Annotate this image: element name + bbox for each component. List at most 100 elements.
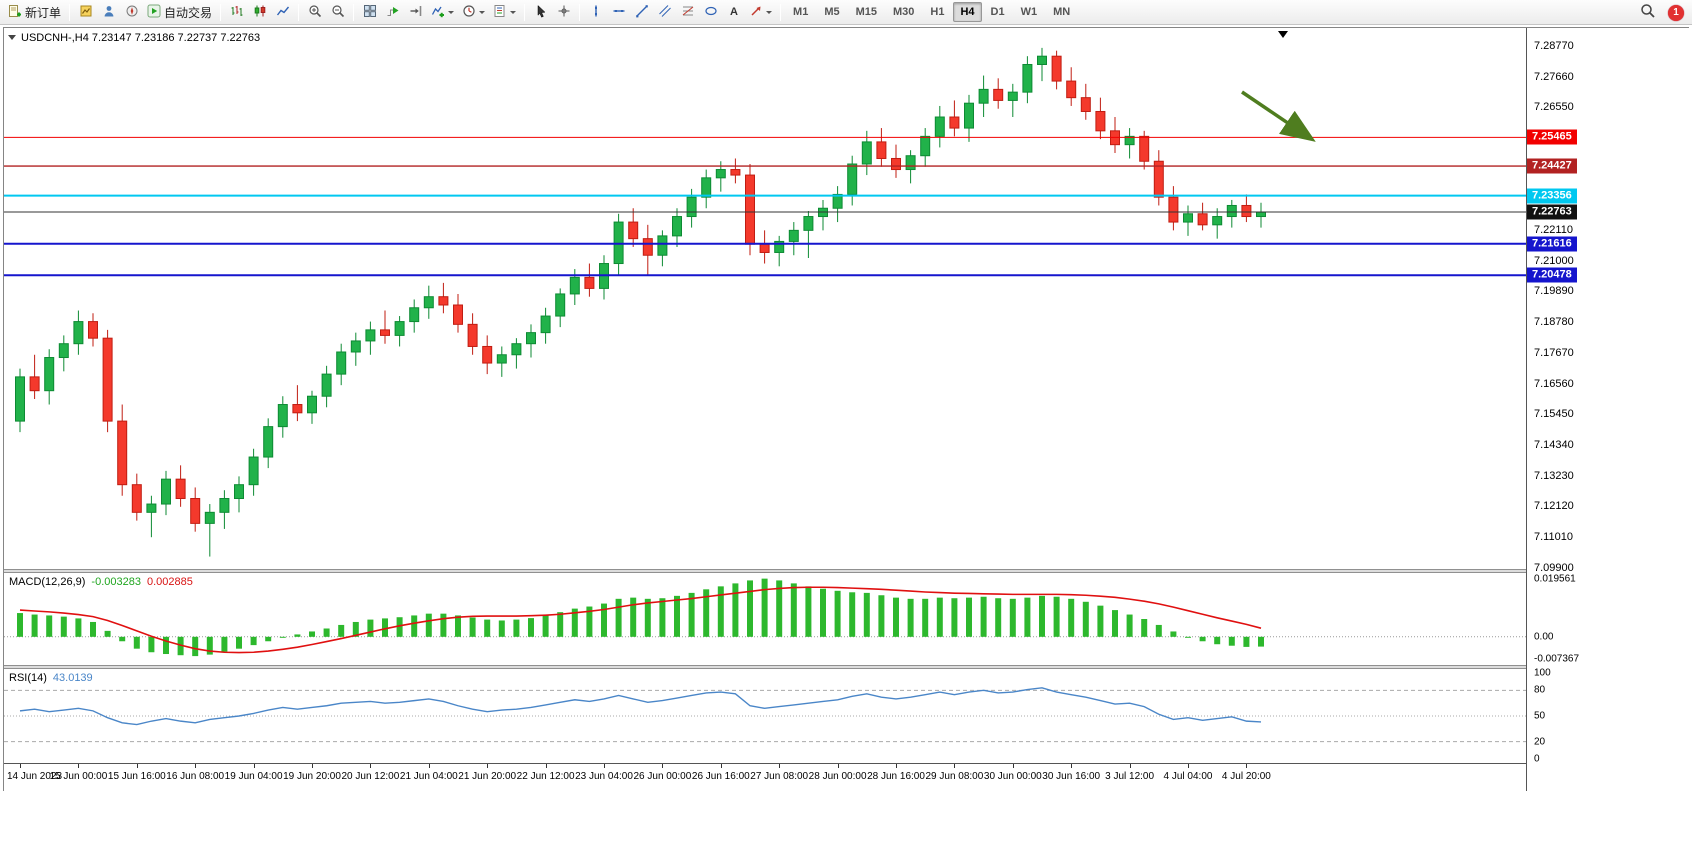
data-window-icon: [102, 4, 116, 21]
time-axis-label: 19 Jun 20:00: [283, 771, 341, 782]
toolbar-right-group: 1: [1636, 0, 1684, 25]
timeframe-W1[interactable]: W1: [1020, 6, 1038, 18]
macd-name: MACD(12,26,9): [9, 576, 86, 588]
macd-histogram-bar: [747, 580, 753, 637]
timeframe-M30[interactable]: M30: [893, 6, 915, 18]
macd-value: -0.003283: [91, 576, 141, 588]
candle-body: [1153, 160, 1164, 198]
time-tick: [136, 764, 138, 768]
market-watch-icon: [79, 4, 93, 21]
time-axis-label: 3 Jul 12:00: [1105, 771, 1155, 782]
indicators-icon: [431, 4, 445, 21]
timeframe-H4[interactable]: H4: [953, 2, 982, 22]
tile-windows-button[interactable]: [358, 2, 381, 23]
zoom-out-button[interactable]: [326, 2, 349, 23]
candle-body: [58, 343, 69, 359]
candle-body: [861, 141, 872, 165]
navigator-button[interactable]: [120, 2, 143, 23]
vertical-line-button[interactable]: [584, 2, 607, 23]
trend-arrow-object[interactable]: [1241, 90, 1316, 142]
rsi-axis-label: 100: [1534, 667, 1551, 679]
one-click-trading-toggle[interactable]: [8, 35, 16, 44]
data-window-button[interactable]: [97, 2, 120, 23]
equidistant-channel-button[interactable]: [653, 2, 676, 23]
time-tick: [253, 764, 255, 768]
toolbar-buttons-group: 新订单 自动交易 A: [4, 2, 785, 23]
candle-body: [438, 296, 449, 306]
price-axis-label: 7.28770: [1534, 39, 1574, 52]
main-chart-canvas[interactable]: [4, 28, 1526, 569]
pane-divider-rsi[interactable]: [4, 665, 1688, 669]
time-axis-label: 19 Jun 04:00: [224, 771, 283, 782]
macd-histogram-bar: [17, 613, 23, 637]
crosshair-icon: [557, 4, 571, 21]
trendline-button[interactable]: [630, 2, 653, 23]
fibonacci-button[interactable]: [676, 2, 699, 23]
cursor-button[interactable]: [529, 2, 552, 23]
candle-body: [715, 169, 726, 179]
candlestick-chart-button[interactable]: [248, 2, 271, 23]
macd-histogram-bar: [279, 636, 286, 638]
macd-histogram-bar: [1141, 619, 1148, 637]
auto-scroll-button[interactable]: [381, 2, 404, 23]
macd-histogram-bar: [1199, 636, 1206, 642]
pane-divider-macd[interactable]: [4, 569, 1688, 573]
bar-chart-button[interactable]: [225, 2, 248, 23]
chevron-down-icon: [766, 11, 773, 17]
time-tick: [604, 764, 605, 768]
timeframe-H1[interactable]: H1: [930, 6, 945, 18]
chevron-down-icon: [479, 11, 486, 17]
candle-body: [394, 321, 405, 336]
crosshair-button[interactable]: [552, 2, 575, 23]
candle-body: [1256, 211, 1266, 218]
chart-shift-button[interactable]: [404, 2, 427, 23]
zoom-in-button[interactable]: [303, 2, 326, 23]
text-button[interactable]: A: [722, 2, 745, 23]
notification-badge[interactable]: 1: [1668, 4, 1684, 21]
arrow-tools-button[interactable]: [745, 2, 776, 23]
macd-histogram-bar: [425, 613, 432, 637]
rsi-axis-label: 50: [1534, 710, 1546, 722]
candle-body: [263, 426, 274, 458]
timeframe-D1[interactable]: D1: [990, 6, 1005, 18]
timeframe-M1[interactable]: M1: [793, 6, 809, 18]
search-button[interactable]: [1636, 2, 1660, 23]
candle-body: [73, 321, 84, 345]
timeframe-M15[interactable]: M15: [855, 6, 877, 18]
time-tick: [1129, 764, 1131, 768]
macd-histogram-bar: [1082, 601, 1089, 637]
macd-canvas[interactable]: [4, 573, 1526, 665]
shapes-button[interactable]: [699, 2, 722, 23]
candle-body: [1183, 213, 1193, 223]
candle-body: [555, 293, 566, 317]
rsi-canvas[interactable]: [4, 669, 1526, 763]
periods-button[interactable]: [458, 2, 489, 23]
macd-histogram-bar: [206, 636, 213, 655]
chevron-down-icon: [510, 11, 517, 17]
market-watch-button[interactable]: [74, 2, 97, 23]
macd-histogram-bar: [411, 615, 418, 637]
time-axis[interactable]: 14 Jun 2023 15 Jun 00:00 15 Jun 16:00 16 Ju…: [4, 763, 1526, 791]
macd-signal-line: [19, 586, 1262, 654]
indicators-button[interactable]: [427, 2, 458, 23]
timeframe-MN[interactable]: MN: [1053, 6, 1071, 18]
price-axis[interactable]: 7.287707.276607.265507.254407.243307.232…: [1526, 28, 1689, 791]
price-axis-label: 7.11010: [1534, 530, 1573, 543]
new-order-button[interactable]: 新订单: [4, 2, 65, 23]
periods-icon: [462, 4, 476, 21]
macd-histogram-bar: [323, 628, 330, 637]
timeframe-M5[interactable]: M5: [824, 6, 840, 18]
time-tick: [954, 764, 956, 768]
vline-icon: [589, 4, 603, 21]
time-tick: [896, 764, 897, 768]
templates-button[interactable]: [489, 2, 520, 23]
macd-histogram-bar: [907, 598, 914, 637]
horizontal-line-button[interactable]: [607, 2, 630, 23]
line-chart-icon: [276, 4, 290, 21]
macd-histogram-bar: [104, 630, 111, 637]
candle-body: [1080, 97, 1091, 112]
line-chart-button[interactable]: [271, 2, 294, 23]
chart-shift-icon: [409, 4, 423, 21]
autotrading-button[interactable]: 自动交易: [143, 2, 216, 23]
navigator-icon: [125, 4, 139, 21]
